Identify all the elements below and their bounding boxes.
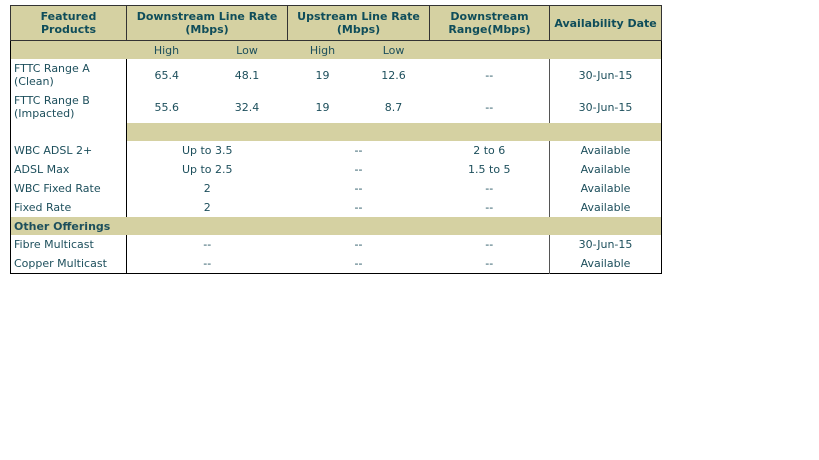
table-cell: Copper Multicast [10,254,127,274]
subheader-cell: High [287,40,358,59]
section-title: Other Offerings [10,217,127,235]
header-row: Featured Products Downstream Line Rate (… [10,5,663,41]
table-cell: -- [354,257,363,270]
table-cell: -- [485,182,494,195]
table-cell: Available [549,160,662,179]
table-cell: 32.4 [234,100,260,114]
table-cell: Up to 3.5 [181,144,233,157]
table-cell: -- [354,182,363,195]
table-cell: 2 [203,201,211,214]
subheader-row: High Low High Low [10,40,662,59]
table-cell: 55.6 [154,100,180,114]
table-cell: Fibre Multicast [10,235,127,254]
table-cell: WBC ADSL 2+ [10,141,127,160]
table-cell: -- [354,144,363,157]
table-cell: -- [354,163,363,176]
table-row: Fixed Rate 2 -- -- Available [10,198,662,217]
table-row: Copper Multicast -- -- -- Available [10,254,662,274]
table-cell: -- [354,238,363,251]
table-cell: -- [485,201,494,214]
table-row: WBC ADSL 2+ Up to 3.5 -- 2 to 6 Available [10,141,662,160]
table-cell: Available [549,254,662,274]
header-cell: Availability Date [549,5,663,41]
table-cell: 65.4 [154,68,180,82]
table-cell: ADSL Max [10,160,127,179]
header-cell: Downstream Range(Mbps) [429,5,551,41]
table-cell: FTTC Range B (Impacted) [10,91,127,123]
header-cell: Featured Products [10,5,127,41]
subheader-cell: High [126,40,207,59]
subheader-cell: Low [206,40,288,59]
table-cell: 30-Jun-15 [549,91,662,123]
table-cell: Available [549,179,662,198]
table-cell: 2 [203,182,211,195]
table-cell: FTTC Range A (Clean) [10,59,127,91]
table-row: FTTC Range A (Clean) 65.4 48.1 19 12.6 -- 30-J… [10,59,662,91]
table-cell: Fixed Rate [10,198,127,217]
table-row: Fibre Multicast -- -- -- 30-Jun-15 [10,235,662,254]
spacer-row [10,123,662,141]
header-cell: Upstream Line Rate (Mbps) [287,5,431,41]
table-cell: 48.1 [234,68,260,82]
table-cell: 19 [315,68,330,82]
table-cell: WBC Fixed Rate [10,179,127,198]
table-cell: -- [485,257,494,270]
table-cell: -- [203,238,212,251]
table-cell: -- [203,257,212,270]
product-table: Featured Products Downstream Line Rate (… [10,5,663,274]
header-cell: Downstream Line Rate (Mbps) [125,5,289,41]
table-cell: 19 [315,100,330,114]
table-row: FTTC Range B (Impacted) 55.6 32.4 19 8.7 -- 30… [10,91,662,123]
table-cell: 1.5 to 5 [468,163,511,176]
table-cell: -- [354,201,363,214]
table-cell: Up to 2.5 [181,163,233,176]
table-cell: Available [549,198,662,217]
table-cell: 30-Jun-15 [549,59,662,91]
table-cell: 2 to 6 [473,144,506,157]
table-cell: 30-Jun-15 [549,235,662,254]
table-cell: -- [485,238,494,251]
table-cell: 12.6 [381,68,406,82]
table-cell: 8.7 [384,100,403,114]
section-row: Other Offerings [10,217,662,235]
table-cell: Available [549,141,662,160]
subheader-cell: Low [357,40,430,59]
table-cell: -- [485,68,494,82]
table-row: ADSL Max Up to 2.5 -- 1.5 to 5 Available [10,160,662,179]
table-cell: -- [485,100,494,114]
table-row: WBC Fixed Rate 2 -- -- Available [10,179,662,198]
